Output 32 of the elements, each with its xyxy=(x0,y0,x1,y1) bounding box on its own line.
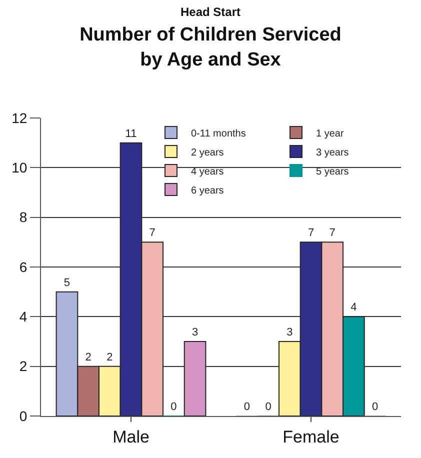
y-tick-label: 2 xyxy=(19,358,28,374)
data-label: 0 xyxy=(244,401,250,413)
data-label: 3 xyxy=(286,326,293,338)
x-tick-label: Female xyxy=(282,427,340,446)
y-tick-label: 0 xyxy=(19,408,28,424)
legend-label: 1 year xyxy=(316,128,344,140)
data-label: 7 xyxy=(329,227,336,240)
data-label: 0 xyxy=(372,401,378,413)
legend-label: 6 years xyxy=(191,185,224,196)
data-label: 7 xyxy=(149,227,156,240)
data-label: 7 xyxy=(308,227,314,240)
legend-label: 4 years xyxy=(191,166,224,178)
x-tick-label: Male xyxy=(112,427,150,446)
legend-label: 0-11 months xyxy=(191,128,246,140)
y-tick-label: 10 xyxy=(12,160,28,176)
data-label: 2 xyxy=(85,351,92,364)
data-label: 0 xyxy=(170,401,177,413)
legend-label: 2 years xyxy=(191,147,224,158)
y-tick-label: 4 xyxy=(19,308,28,325)
y-tick-label: 12 xyxy=(12,110,28,126)
data-label: 11 xyxy=(125,128,137,140)
y-tick-label: 8 xyxy=(19,209,28,226)
data-label: 0 xyxy=(265,401,272,413)
data-label: 3 xyxy=(192,326,198,338)
y-tick-label: 6 xyxy=(19,258,28,275)
legend-label: 3 years xyxy=(316,147,349,158)
data-label: 5 xyxy=(64,276,70,289)
chart-title: Number of Children Serviced by Age and Sex xyxy=(80,24,342,70)
data-label: 2 xyxy=(106,351,113,364)
chart-subtitle: Head Start xyxy=(180,5,241,20)
legend-label: 5 years xyxy=(316,166,349,178)
data-label: 4 xyxy=(350,302,357,314)
